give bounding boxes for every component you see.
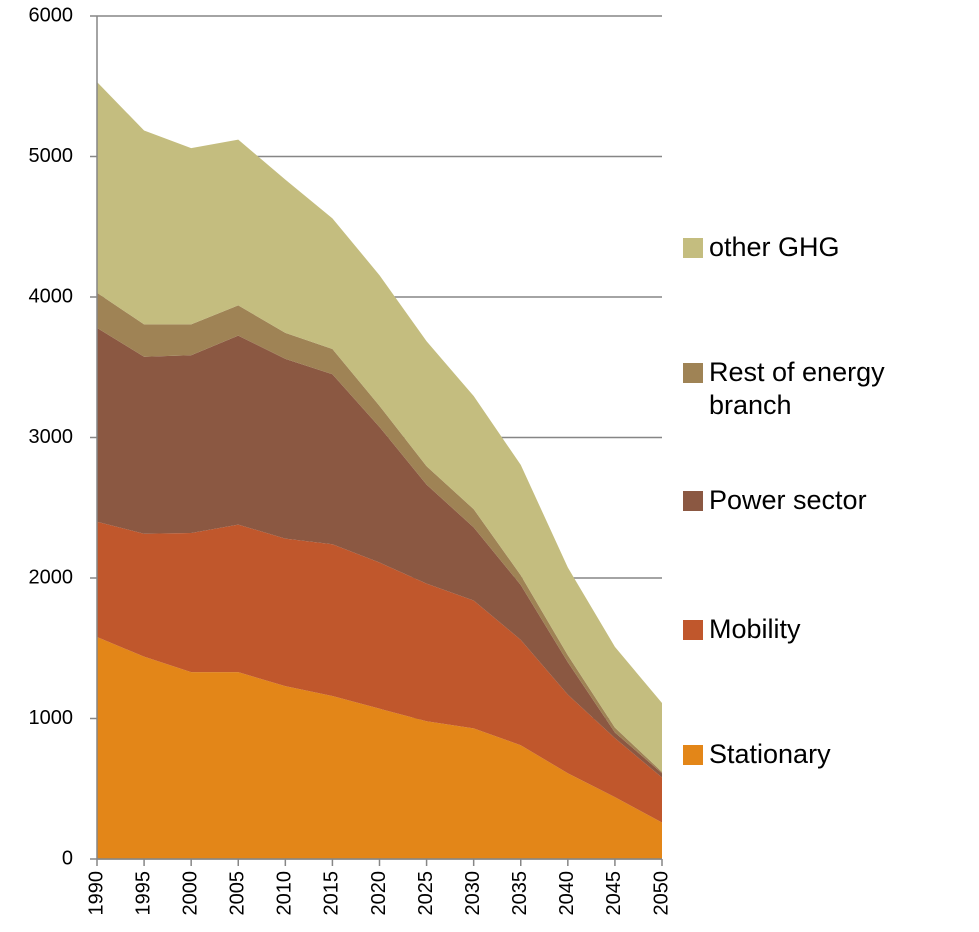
- legend-entry: other GHG: [683, 231, 968, 264]
- x-tick-label: 2030: [462, 871, 484, 916]
- x-tick-label: 2020: [368, 871, 390, 916]
- area: [97, 327, 662, 778]
- legend-entry: Rest of energy branch: [683, 356, 968, 422]
- x-tick-label: 1995: [132, 871, 154, 916]
- legend: other GHG Rest of energy branch Power sect…: [683, 0, 973, 932]
- x-tick-label: 2035: [509, 871, 531, 916]
- y-tick-label: 4000: [29, 285, 74, 307]
- x-tick-label: 2005: [227, 871, 249, 916]
- x-tick-label: 2040: [556, 871, 578, 916]
- y-tick-label: 1000: [29, 707, 74, 729]
- legend-swatch: [683, 620, 703, 640]
- area: [97, 521, 662, 823]
- legend-label: Mobility: [709, 614, 801, 644]
- x-tick-label: 2025: [415, 871, 437, 916]
- legend-swatch: [683, 363, 703, 383]
- y-tick-label: 5000: [29, 145, 74, 167]
- legend-swatch: [683, 491, 703, 511]
- y-tick-label: 0: [62, 847, 73, 869]
- legend-entry: Power sector: [683, 484, 968, 517]
- x-tick-label: 1990: [85, 871, 107, 916]
- legend-swatch: [683, 745, 703, 765]
- area: [97, 292, 662, 774]
- legend-label: Power sector: [709, 485, 867, 515]
- x-tick-label: 2010: [274, 871, 296, 916]
- x-tick-label: 2050: [650, 871, 672, 916]
- legend-swatch: [683, 238, 703, 258]
- x-tick-label: 2000: [179, 871, 201, 916]
- legend-label: Stationary: [709, 739, 831, 769]
- y-tick-label: 6000: [29, 4, 74, 26]
- area: [97, 637, 662, 859]
- y-tick-label: 2000: [29, 566, 74, 588]
- legend-label: Rest of energy branch: [709, 357, 885, 420]
- legend-entry: Mobility: [683, 613, 968, 646]
- y-tick-label: 3000: [29, 426, 74, 448]
- x-tick-label: 2045: [603, 871, 625, 916]
- legend-label: other GHG: [709, 232, 840, 262]
- legend-entry: Stationary: [683, 738, 968, 771]
- x-tick-label: 2015: [321, 871, 343, 916]
- area: [97, 82, 662, 772]
